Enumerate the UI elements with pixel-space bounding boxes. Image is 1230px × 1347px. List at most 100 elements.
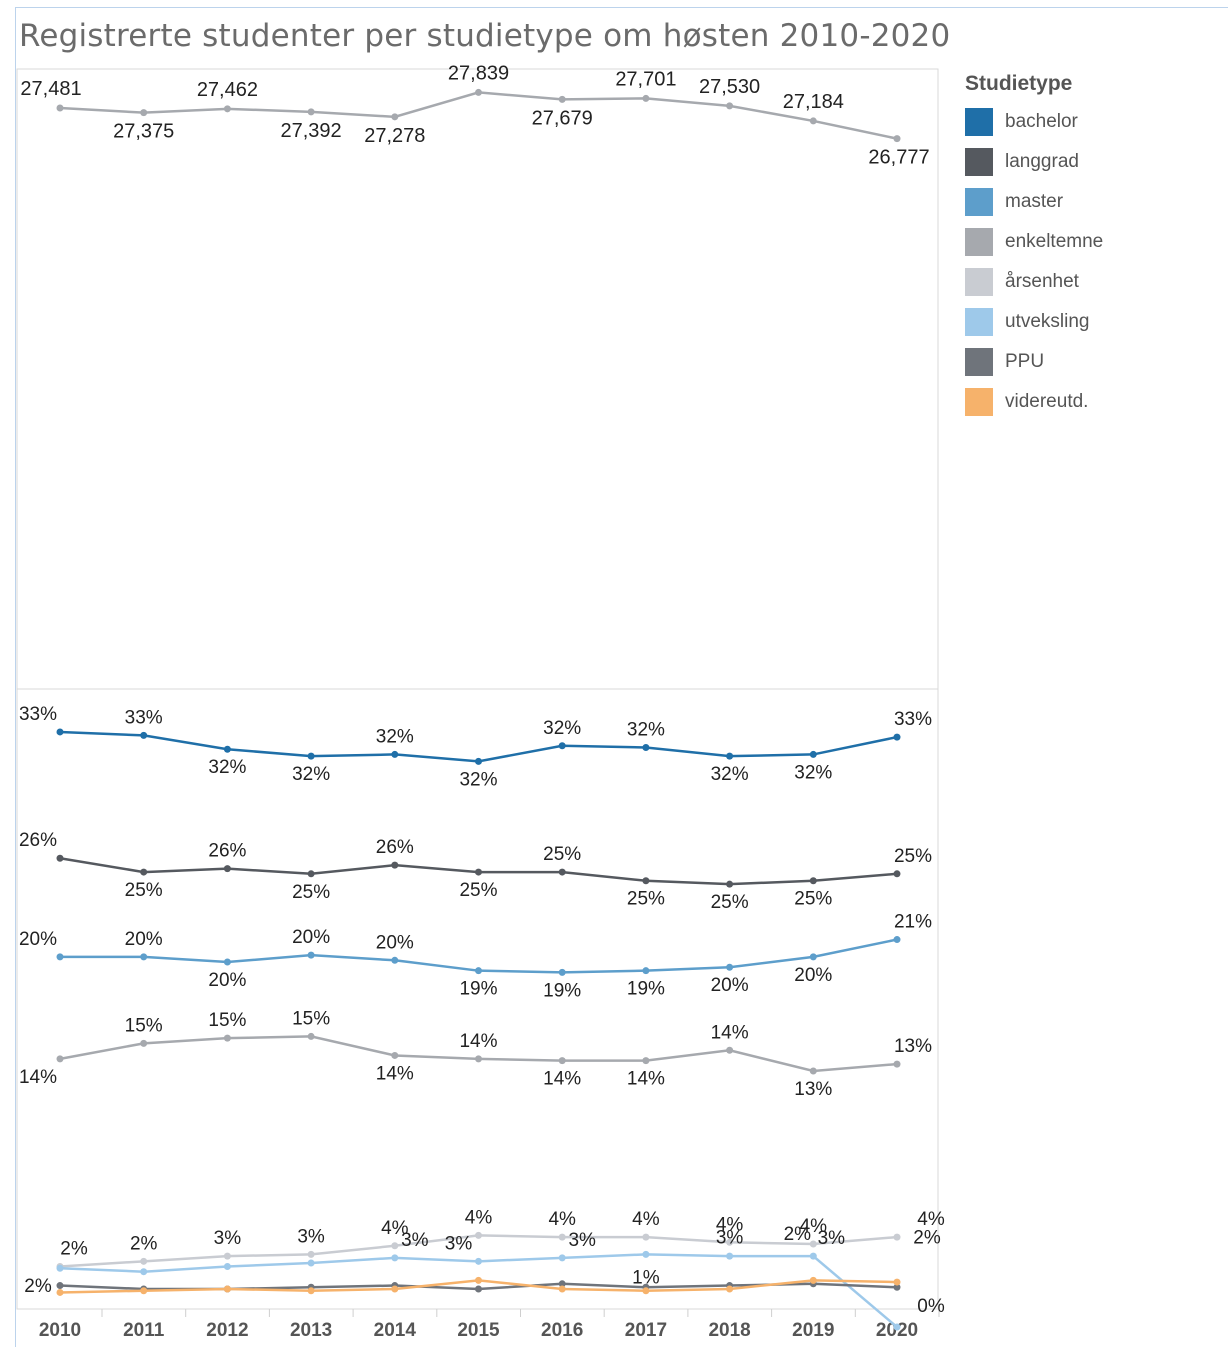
data-point — [391, 956, 399, 964]
legend-label: enkeltemne — [1005, 231, 1104, 252]
total-point — [475, 88, 482, 96]
legend-swatch — [965, 148, 993, 176]
x-tick-label: 2014 — [374, 1320, 417, 1341]
data-label-langgrad: 25% — [543, 844, 581, 865]
data-point — [809, 877, 817, 885]
data-label-langgrad: 25% — [459, 880, 497, 901]
data-label-langgrad: 26% — [376, 837, 414, 858]
legend: Studietype bachelor langgrad master enkelte… — [965, 72, 1103, 422]
data-label-master: 20% — [794, 965, 832, 986]
total-point — [140, 109, 148, 117]
data-point — [391, 750, 399, 758]
data-label-langgrad: 25% — [894, 846, 932, 867]
data-point — [475, 1276, 482, 1284]
data-label-PPU: 2% — [784, 1224, 812, 1245]
data-point — [391, 1285, 399, 1293]
data-point — [642, 1233, 650, 1241]
data-label-PPU: 2% — [913, 1227, 941, 1248]
data-point — [223, 1263, 231, 1271]
data-label-enkeltemne: 14% — [711, 1022, 749, 1043]
data-label-enkeltemne: 15% — [208, 1010, 246, 1031]
data-point — [391, 1254, 399, 1262]
data-label-utveksling: 3% — [818, 1228, 846, 1249]
legend-item-bachelor[interactable]: bachelor — [965, 102, 1103, 142]
data-label-bachelor: 33% — [894, 709, 932, 730]
data-point — [307, 1250, 315, 1258]
data-point — [809, 1252, 817, 1260]
data-point — [475, 868, 482, 876]
data-point — [809, 1240, 817, 1248]
data-label-master: 19% — [459, 979, 497, 1000]
data-point — [56, 854, 64, 862]
data-point — [809, 1067, 817, 1075]
total-line — [59, 91, 898, 140]
data-point — [223, 958, 231, 966]
data-point — [140, 731, 148, 739]
data-point — [893, 1323, 901, 1331]
total-data-label: 27,278 — [364, 125, 425, 147]
total-data-label: 27,392 — [281, 120, 342, 142]
data-point — [140, 1039, 148, 1047]
data-label-master: 20% — [292, 927, 330, 948]
x-tick-label: 2010 — [39, 1320, 81, 1341]
data-label-langgrad: 25% — [292, 882, 330, 903]
data-label-enkeltemne: 14% — [376, 1063, 414, 1084]
legend-item-utveksling[interactable]: utveksling — [965, 302, 1103, 342]
data-point — [307, 1287, 315, 1295]
data-point — [642, 1287, 650, 1295]
legend-item-PPU[interactable]: PPU — [965, 342, 1103, 382]
data-point — [475, 757, 482, 765]
data-label-bachelor: 33% — [125, 707, 163, 728]
data-point — [56, 728, 64, 736]
data-label-master: 19% — [627, 979, 665, 1000]
data-point — [558, 1280, 566, 1288]
data-point — [140, 1268, 148, 1276]
data-label-langgrad: 26% — [19, 830, 57, 851]
data-label-videreutd.: 0% — [917, 1296, 945, 1317]
legend-label: bachelor — [1005, 111, 1078, 132]
total-point — [893, 135, 901, 143]
legend-item-enkeltemne[interactable]: enkeltemne — [965, 222, 1103, 262]
x-tick-label: 2019 — [792, 1320, 834, 1341]
legend-swatch — [965, 228, 993, 256]
data-label-langgrad: 25% — [794, 889, 832, 910]
data-point — [223, 1285, 231, 1293]
data-label-bachelor: 32% — [208, 757, 246, 778]
data-label-bachelor: 32% — [292, 764, 330, 785]
legend-swatch — [965, 108, 993, 136]
total-data-label: 27,375 — [113, 121, 174, 143]
legend-swatch — [965, 388, 993, 416]
data-label-master: 20% — [208, 970, 246, 991]
legend-item-videreutd.[interactable]: videreutd. — [965, 382, 1103, 422]
data-point — [642, 877, 650, 885]
total-point — [809, 117, 817, 125]
legend-item-årsenhet[interactable]: årsenhet — [965, 262, 1103, 302]
legend-swatch — [965, 348, 993, 376]
data-point — [809, 953, 817, 961]
data-point — [475, 1257, 482, 1265]
data-point — [475, 967, 482, 975]
data-point — [726, 1238, 734, 1246]
data-point — [56, 1288, 64, 1296]
x-tick-label: 2012 — [206, 1320, 248, 1341]
data-label-master: 20% — [376, 932, 414, 953]
data-label-utveksling: 2% — [24, 1276, 52, 1297]
data-point — [140, 868, 148, 876]
data-point — [893, 1233, 901, 1241]
data-point — [726, 963, 734, 971]
data-label-bachelor: 32% — [459, 769, 497, 790]
data-label-enkeltemne: 15% — [125, 1015, 163, 1036]
data-point — [391, 861, 399, 869]
total-point — [558, 95, 566, 103]
data-point — [558, 1285, 566, 1293]
data-label-utveksling: 3% — [568, 1230, 596, 1251]
legend-swatch — [965, 268, 993, 296]
data-label-årsenhet: 4% — [800, 1216, 828, 1237]
legend-item-master[interactable]: master — [965, 182, 1103, 222]
data-point — [223, 745, 231, 753]
data-point — [893, 870, 901, 878]
x-tick-label: 2011 — [123, 1320, 165, 1341]
legend-item-langgrad[interactable]: langgrad — [965, 142, 1103, 182]
total-data-label: 27,462 — [197, 79, 258, 101]
data-label-enkeltemne: 14% — [543, 1069, 581, 1090]
